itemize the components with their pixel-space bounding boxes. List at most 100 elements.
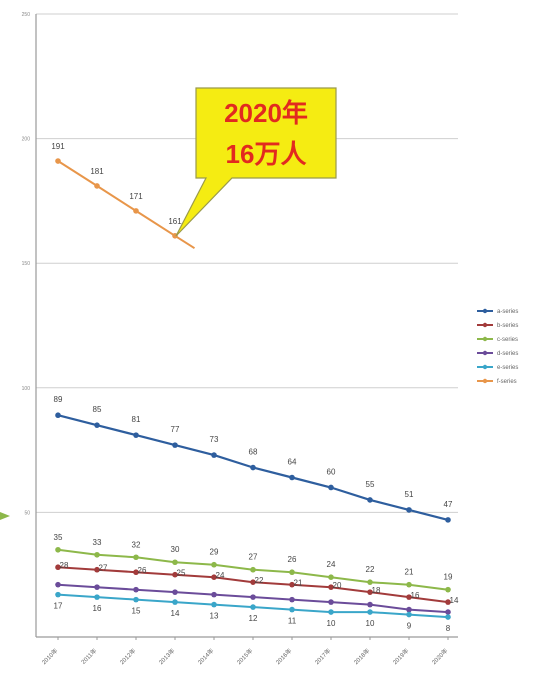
legend-marker-main: [482, 308, 488, 314]
data-label-main: 77: [171, 425, 180, 434]
data-point-red: [172, 571, 178, 578]
data-label-teal: 16: [93, 604, 102, 613]
legend-marker-green: [482, 336, 488, 342]
data-label-red: 28: [60, 561, 69, 570]
data-label-green: 21: [405, 568, 414, 577]
y-tick-label: 150: [22, 261, 31, 267]
data-point-teal: [250, 604, 256, 610]
y-tick-label: 250: [22, 12, 31, 18]
data-label-red: 20: [333, 581, 342, 590]
data-point-red: [94, 566, 100, 573]
data-point-teal: [211, 601, 217, 608]
data-label-green: 33: [93, 538, 102, 547]
data-point-purple: [406, 606, 412, 613]
data-label-teal: 10: [366, 619, 375, 628]
x-tick-label: 2016年: [274, 647, 293, 666]
data-label-main: 64: [288, 458, 297, 467]
data-label-orange: 181: [90, 167, 104, 176]
data-point-main: [211, 452, 217, 458]
data-point-main: [289, 474, 295, 481]
callout-line2: 16万人: [226, 139, 307, 169]
data-point-purple: [250, 594, 256, 600]
data-point-orange: [94, 183, 100, 189]
data-point-green: [94, 551, 100, 558]
data-point-teal: [133, 596, 139, 603]
data-point-orange: [55, 158, 61, 164]
data-point-red: [367, 589, 373, 595]
data-point-teal: [328, 609, 334, 615]
series-main: [55, 412, 451, 523]
data-point-green: [328, 574, 334, 580]
data-point-purple: [289, 596, 295, 603]
data-point-purple: [94, 584, 100, 590]
data-point-green: [172, 559, 178, 566]
x-tick-label: 2017年: [313, 647, 332, 666]
series-red: [55, 564, 451, 605]
data-point-green: [406, 581, 412, 588]
series-purple: [55, 581, 451, 615]
data-label-teal: 13: [210, 612, 219, 621]
data-label-teal: 11: [288, 617, 297, 626]
legend-label: d-series: [497, 351, 518, 357]
data-label-red: 24: [216, 571, 225, 580]
data-point-teal: [406, 611, 412, 618]
x-tick-label: 2020年: [430, 647, 449, 666]
data-label-main: 89: [54, 395, 63, 404]
y-tick-label: 200: [22, 137, 31, 143]
data-label-main: 55: [366, 480, 375, 489]
data-label-main: 85: [93, 405, 102, 414]
data-label-green: 27: [249, 553, 258, 562]
data-point-teal: [94, 594, 100, 600]
data-label-red: 16: [411, 591, 420, 600]
data-label-red: 25: [177, 569, 186, 578]
data-label-main: 60: [327, 467, 336, 476]
data-point-main: [328, 484, 334, 491]
data-point-teal: [172, 599, 178, 605]
data-point-red: [133, 569, 139, 576]
data-label-main: 81: [132, 415, 141, 424]
data-point-red: [406, 594, 412, 600]
data-point-main: [133, 432, 139, 438]
data-label-teal: 10: [327, 619, 336, 628]
data-label-teal: 8: [446, 624, 451, 633]
data-label-orange: 171: [129, 192, 143, 201]
data-label-green: 30: [171, 545, 180, 554]
data-point-red: [211, 574, 217, 580]
data-label-teal: 15: [132, 607, 141, 616]
data-label-red: 14: [450, 596, 459, 605]
series-lines: [55, 158, 451, 620]
data-label-red: 26: [138, 566, 147, 575]
data-label-teal: 9: [407, 622, 412, 631]
data-point-green: [250, 566, 256, 573]
data-label-green: 19: [444, 573, 453, 582]
data-label-green: 26: [288, 555, 297, 564]
legend: a-series b-series c-series d-series e-series…: [477, 308, 518, 385]
data-point-orange: [133, 208, 139, 214]
data-point-main: [55, 412, 61, 419]
data-point-red: [445, 599, 451, 605]
left-arrow-marker: [0, 512, 10, 520]
data-point-main: [445, 517, 451, 523]
data-point-green: [445, 586, 451, 593]
data-label-green: 32: [132, 540, 141, 549]
data-point-main: [94, 422, 100, 428]
data-point-green: [289, 569, 295, 576]
data-point-green: [211, 561, 217, 568]
data-point-main: [172, 442, 178, 448]
data-label-teal: 14: [171, 609, 180, 618]
legend-marker-orange: [482, 378, 488, 384]
data-label-main: 47: [444, 500, 453, 509]
legend-label: e-series: [497, 365, 518, 371]
data-point-red: [289, 581, 295, 588]
data-point-red: [55, 564, 61, 571]
legend-marker-red: [482, 322, 488, 328]
callout-line1: 2020年: [224, 98, 308, 128]
data-point-main: [367, 497, 373, 503]
series-orange: [55, 158, 196, 250]
data-point-purple: [133, 586, 139, 593]
data-point-purple: [328, 599, 334, 605]
data-point-main: [250, 464, 256, 471]
data-point-teal: [55, 591, 61, 598]
